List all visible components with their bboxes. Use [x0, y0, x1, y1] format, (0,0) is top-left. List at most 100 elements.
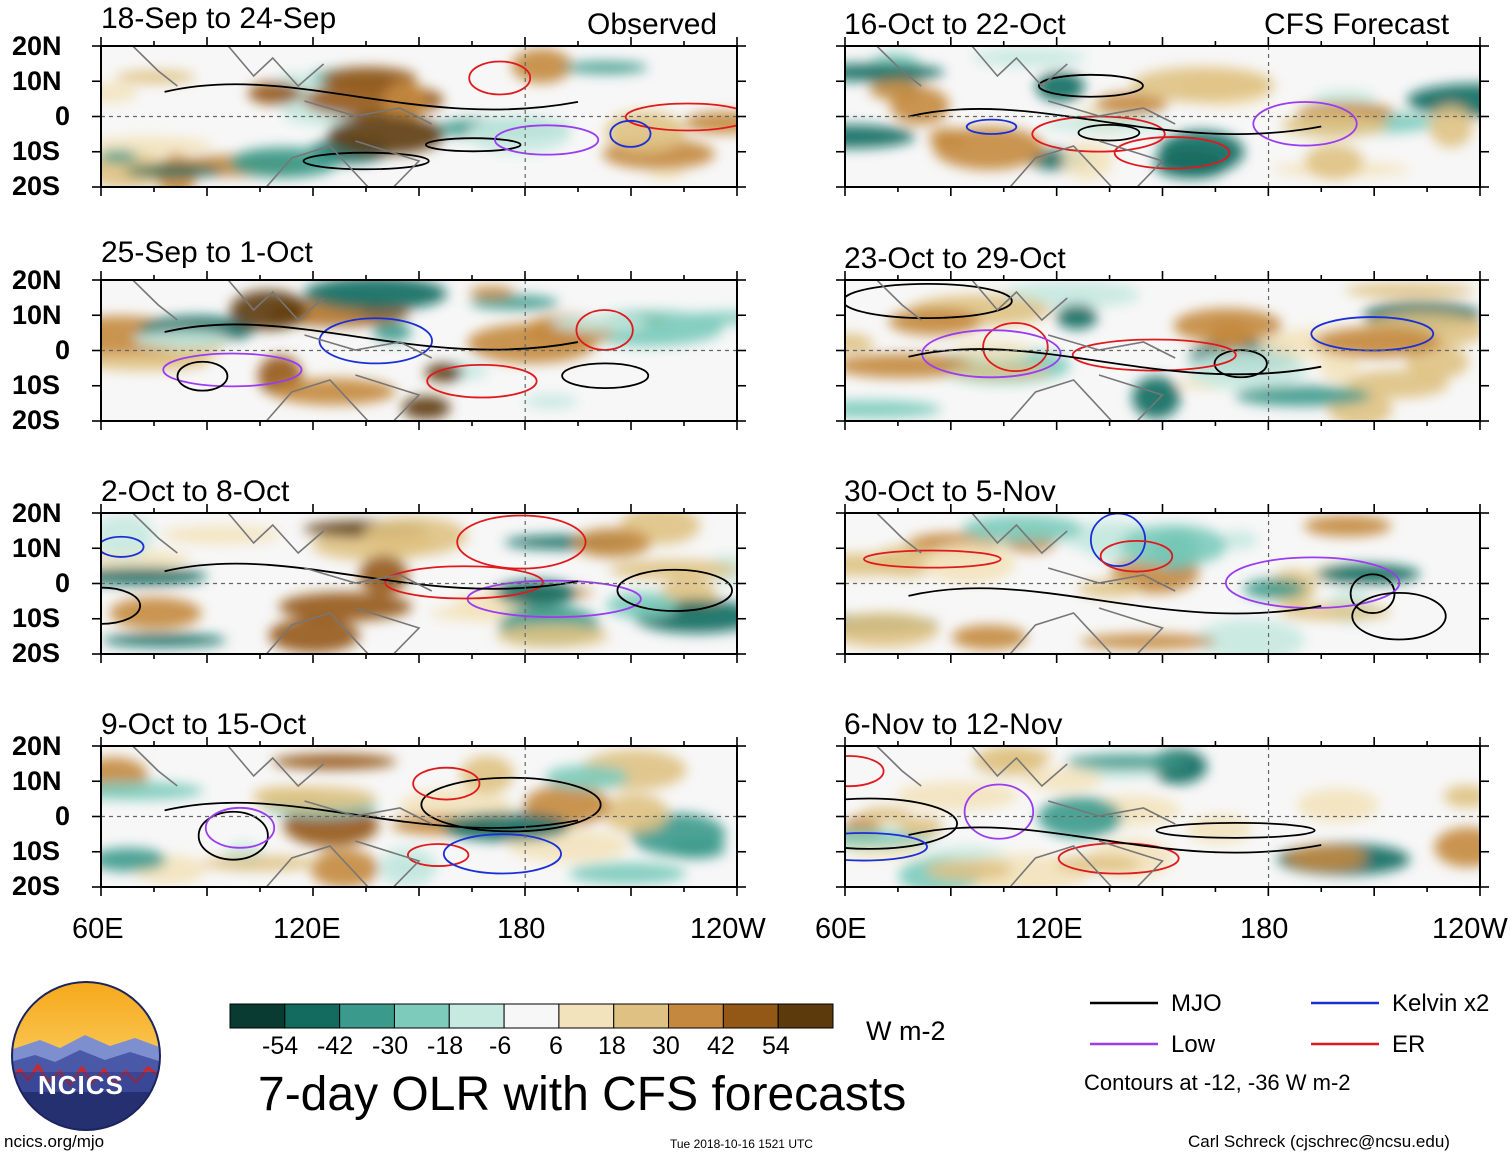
olr-blob	[101, 514, 155, 558]
mjo-contour	[164, 83, 579, 111]
panel-title-fcst-3: 30-Oct to 5-Nov	[844, 475, 1056, 508]
wave-contour	[468, 60, 532, 96]
colorbar-swatch	[284, 1003, 341, 1029]
lat-label: 10N	[12, 766, 62, 796]
colorbar-swatch	[503, 1003, 560, 1029]
coastline	[1009, 145, 1113, 187]
coastline	[876, 513, 922, 554]
wave-contour	[412, 766, 481, 801]
main-title: 7-day OLR with CFS forecasts	[258, 1068, 907, 1121]
wave-contour	[863, 549, 1002, 569]
olr-anomaly-field	[845, 514, 1421, 654]
olr-blob	[1218, 530, 1258, 550]
wave-contour	[302, 151, 430, 171]
lon-label-fcst: 60E	[815, 913, 867, 945]
colorbar-swatch	[558, 1003, 615, 1029]
lat-label: 20N	[12, 498, 62, 528]
lon-label-fcst: 120W	[1432, 915, 1508, 944]
wave-contour	[494, 124, 600, 156]
olr-blob	[606, 591, 678, 619]
wave-contour	[424, 137, 522, 153]
panel-title-fcst-1: 16-Oct to 22-Oct	[844, 8, 1066, 41]
coastlines	[132, 746, 433, 887]
coastline	[1009, 612, 1113, 654]
colorbar-tick: 18	[598, 1032, 626, 1060]
legend-lines	[1090, 1001, 1379, 1046]
legend-kelvin: Kelvin x2	[1392, 990, 1490, 1017]
wave-contours	[863, 513, 1447, 641]
mjo-contour	[908, 826, 1322, 854]
wave-contour	[197, 810, 269, 861]
colorbar-tick: 6	[549, 1032, 563, 1060]
colorbar-tick: -6	[489, 1032, 512, 1060]
olr-blob	[1405, 345, 1469, 379]
coastline	[971, 46, 1068, 88]
olr-blob	[362, 516, 468, 556]
olr-blob	[495, 580, 578, 607]
olr-blob	[573, 527, 651, 558]
olr-blob	[524, 394, 579, 409]
olr-blob	[1187, 814, 1252, 844]
coastline	[265, 379, 369, 421]
coastline	[1009, 379, 1113, 421]
olr-blob	[1344, 369, 1449, 399]
coastline	[355, 607, 421, 654]
ncics-logo	[11, 981, 161, 1131]
olr-blob	[550, 315, 648, 332]
olr-blob	[665, 839, 726, 859]
panel-title-obs-1: 18-Sep to 24-Sep	[101, 2, 337, 35]
wave-contours	[908, 73, 1358, 170]
olr-blob	[568, 862, 687, 885]
olr-blob	[401, 396, 451, 420]
wave-contour	[963, 783, 1035, 840]
panel-title-fcst-4: 6-Nov to 12-Nov	[844, 708, 1063, 741]
map-panel	[836, 271, 1489, 430]
olr-blob	[460, 755, 515, 794]
lat-label: 20N	[12, 31, 62, 61]
colorbar-tick: 30	[652, 1032, 680, 1060]
olr-blob	[310, 848, 379, 887]
olr-blob	[101, 83, 138, 103]
colorbar-tick: -30	[372, 1032, 409, 1060]
coastline	[355, 140, 421, 187]
mjo-contour	[164, 562, 579, 590]
lon-label-obs: 120E	[273, 913, 341, 945]
olr-blob	[359, 555, 409, 595]
olr-blob	[1095, 92, 1168, 116]
footer-url: ncics.org/mjo	[4, 1132, 105, 1151]
olr-blob	[1038, 796, 1123, 838]
lat-label: 10N	[12, 66, 62, 96]
olr-blob	[1281, 113, 1388, 138]
olr-blob	[496, 624, 609, 648]
olr-anomaly-field	[845, 280, 1480, 421]
olr-blob	[845, 333, 874, 354]
olr-blob	[899, 816, 944, 837]
coastline	[971, 746, 1068, 788]
olr-blob	[991, 748, 1052, 765]
olr-blob	[253, 786, 377, 811]
colorbar-tick: 54	[762, 1032, 790, 1060]
olr-blob	[895, 781, 1019, 811]
olr-anomaly-field	[101, 513, 737, 654]
legend-er: ER	[1392, 1031, 1426, 1058]
wave-contour	[845, 797, 958, 850]
coastline	[227, 513, 325, 555]
mjo-contour	[908, 348, 1322, 376]
lat-label: 10S	[12, 603, 61, 633]
lat-label: 0	[55, 801, 71, 831]
olr-blob	[101, 566, 207, 586]
colorbar-swatch	[613, 1003, 670, 1029]
olr-blob	[1296, 788, 1380, 823]
olr-blob	[1304, 144, 1364, 180]
colorbar-tick: 42	[707, 1032, 735, 1060]
map-panel	[92, 271, 746, 430]
wave-contour	[1057, 842, 1180, 875]
wave-contour	[1252, 101, 1358, 147]
map-panel	[836, 37, 1489, 196]
coastline	[132, 280, 178, 321]
wave-contour	[1071, 338, 1237, 372]
lat-label: 0	[55, 101, 71, 131]
lon-label-obs: 60E	[72, 913, 124, 945]
olr-blob	[1303, 515, 1392, 537]
olr-blob	[442, 812, 570, 842]
